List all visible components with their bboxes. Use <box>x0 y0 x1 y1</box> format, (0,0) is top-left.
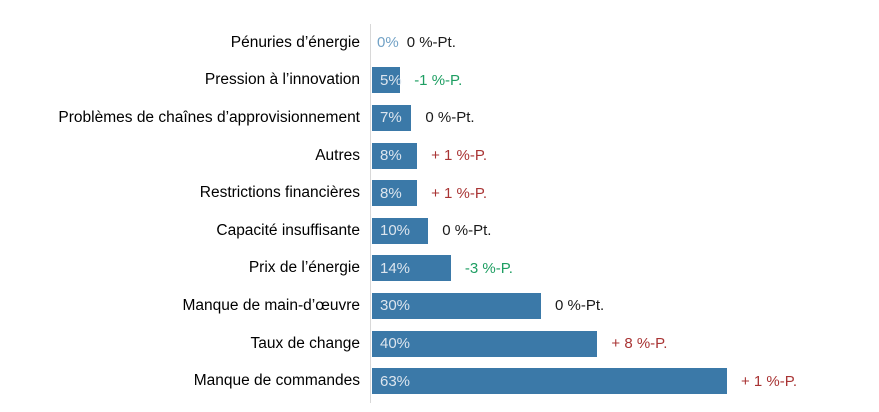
bar-area: 63% + 1 %-P. <box>360 368 879 395</box>
category-label: Pénuries d’énergie <box>230 33 360 51</box>
delta-label: 0 %-Pt. <box>406 34 456 52</box>
chart-row: Problèmes de chaînes d’approvisionnement… <box>0 99 879 137</box>
bar: 5% <box>372 67 402 94</box>
y-axis-line <box>370 24 371 403</box>
delta-label: 0 %-Pt. <box>555 297 605 315</box>
chart-row: Prix de l’énergie 14% -3 %-P. <box>0 250 879 288</box>
chart-row: Taux de change 40% + 8 %-P. <box>0 325 879 363</box>
bar-value-label: 30% <box>380 297 411 315</box>
delta-label: -3 %-P. <box>464 259 513 277</box>
category-label: Taux de change <box>250 334 360 352</box>
chart-row: Manque de main-d’œuvre 30% 0 %-Pt. <box>0 287 879 325</box>
category-label: Capacité insuffisante <box>216 221 360 239</box>
delta-label: 0 %-Pt. <box>442 222 492 240</box>
bar: 10% <box>372 217 429 244</box>
bar-value-label: 0% <box>377 34 399 52</box>
bar-area: 40% + 8 %-P. <box>360 330 879 357</box>
category-label: Autres <box>315 146 360 164</box>
delta-label: + 1 %-P. <box>431 147 488 165</box>
bar-area: 8% + 1 %-P. <box>360 142 879 169</box>
bar-area: 30% 0 %-Pt. <box>360 292 879 319</box>
bar-value-label: 40% <box>380 335 411 353</box>
bar-area: 5% -1 %-P. <box>360 67 879 94</box>
bar-area: 0% 0 %-Pt. <box>360 34 879 51</box>
bar-area: 10% 0 %-Pt. <box>360 217 879 244</box>
bar-value-label: 10% <box>380 222 411 240</box>
chart-row: Pression à l’innovation 5% -1 %-P. <box>0 62 879 100</box>
category-label: Pression à l’innovation <box>204 71 360 89</box>
bar: 63% <box>372 368 727 395</box>
chart-row: Pénuries d’énergie 0% 0 %-Pt. <box>0 24 879 62</box>
category-label: Restrictions financières <box>199 184 360 202</box>
category-label: Prix de l’énergie <box>248 259 360 277</box>
bar-value-label: 8% <box>380 147 402 165</box>
delta-label: -1 %-P. <box>414 71 463 89</box>
bar-area: 8% + 1 %-P. <box>360 180 879 207</box>
bar-value-label: 7% <box>380 109 402 127</box>
bar: 7% <box>372 104 412 131</box>
category-label: Manque de commandes <box>193 372 360 390</box>
chart-rows: Pénuries d’énergie 0% 0 %-Pt. Pression à l’… <box>0 24 879 400</box>
chart-row: Manque de commandes 63% + 1 %-P. <box>0 362 879 400</box>
bar-area: 14% -3 %-P. <box>360 255 879 282</box>
category-label: Manque de main-d’œuvre <box>182 296 360 314</box>
delta-label: + 1 %-P. <box>741 372 798 390</box>
bar: 8% <box>372 142 418 169</box>
bar-value-label: 63% <box>380 372 411 390</box>
bar: 14% <box>372 255 451 282</box>
bar-value-label: 14% <box>380 259 411 277</box>
bar-value-label: 5% <box>380 71 402 89</box>
bar: 30% <box>372 292 541 319</box>
category-label: Problèmes de chaînes d’approvisionnement <box>58 108 360 126</box>
bar-area: 7% 0 %-Pt. <box>360 104 879 131</box>
bar-value-label: 8% <box>380 184 402 202</box>
delta-label: + 8 %-P. <box>611 335 668 353</box>
delta-label: 0 %-Pt. <box>425 109 475 127</box>
bar: 8% <box>372 180 418 207</box>
chart-row: Capacité insuffisante 10% 0 %-Pt. <box>0 212 879 250</box>
chart-row: Restrictions financières 8% + 1 %-P. <box>0 174 879 212</box>
delta-label: + 1 %-P. <box>431 184 488 202</box>
bar: 40% <box>372 330 598 357</box>
chart-row: Autres 8% + 1 %-P. <box>0 137 879 175</box>
